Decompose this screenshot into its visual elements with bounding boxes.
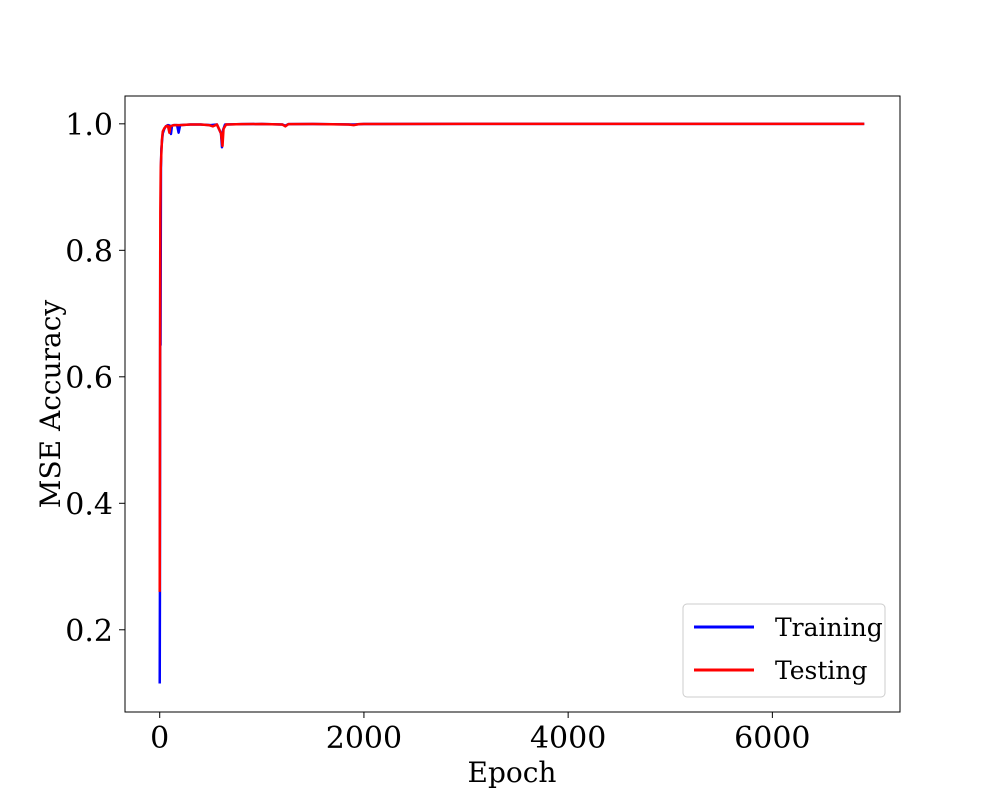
legend: Training Testing <box>682 603 886 698</box>
series-layer <box>158 122 865 684</box>
x-axis-title: Epoch <box>468 756 557 789</box>
y-axis-title: MSE Accuracy <box>34 300 67 509</box>
ticks-layer: 0 2000 4000 6000 0.2 0.4 0.6 0.8 1.0 <box>65 108 810 756</box>
x-tick-label: 6000 <box>734 721 810 756</box>
plot-frame <box>124 95 901 713</box>
legend-label-testing: Testing <box>775 656 868 685</box>
y-tick-label: 0.6 <box>65 361 113 396</box>
x-tick-label: 2000 <box>326 721 402 756</box>
y-tick-label: 0.2 <box>65 614 113 649</box>
y-tick-label: 1.0 <box>65 108 113 143</box>
y-tick-label: 0.4 <box>65 487 113 522</box>
series-line-training <box>158 122 865 684</box>
y-tick-label: 0.8 <box>65 234 113 269</box>
series-line-testing <box>158 122 865 592</box>
legend-label-training: Training <box>775 613 883 642</box>
x-tick-label: 4000 <box>530 721 606 756</box>
x-tick-label: 0 <box>150 721 169 756</box>
